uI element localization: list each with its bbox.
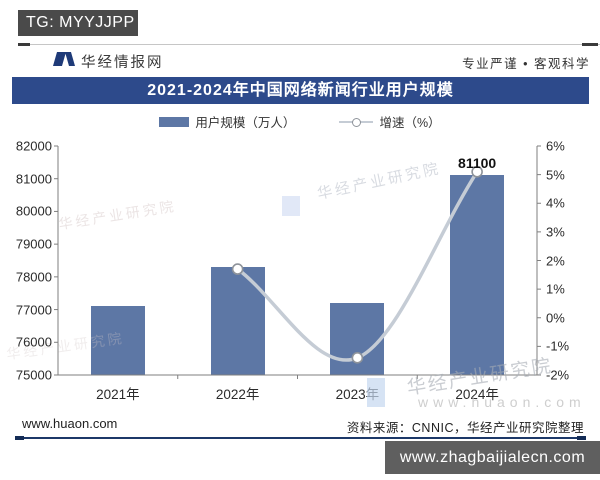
y-axis-label-left: 76000 xyxy=(15,334,52,350)
watermark-text: 华经产业研究院 xyxy=(57,197,178,233)
bar-2023年 xyxy=(330,303,385,375)
footer-divider xyxy=(15,436,586,440)
divider-tip xyxy=(577,436,586,440)
brand-name: 华经情报网 xyxy=(81,55,164,71)
bar-2021年 xyxy=(90,306,145,375)
tg-handle-overlay: TG: MYYJJPP xyxy=(18,10,138,36)
y-axis-label-right: 1% xyxy=(546,281,565,297)
footer-source-note: 资料来源：CNNIC，华经产业研究院整理 xyxy=(346,421,584,435)
divider-tip xyxy=(582,43,598,46)
legend-item-users: 用户规模（万人） xyxy=(159,112,295,131)
y-axis-label-left: 75000 xyxy=(15,367,52,383)
y-axis-label-left: 79000 xyxy=(15,236,52,252)
legend-item-growth: 增速（%） xyxy=(339,112,441,131)
watermark-url: www.huaon.com xyxy=(418,394,586,410)
bar-2022年 xyxy=(210,267,265,375)
legend-marker-icon xyxy=(352,117,362,127)
y-axis-label-right: -1% xyxy=(546,338,570,354)
legend-line-swatch xyxy=(339,117,374,127)
legend-label: 用户规模（万人） xyxy=(195,116,296,130)
bar-value-label: 81100 xyxy=(458,155,497,172)
x-axis-label: 2022年 xyxy=(215,387,260,402)
legend-label: 增速（%） xyxy=(379,116,441,130)
legend-bar-swatch xyxy=(159,116,190,127)
divider-tip xyxy=(15,436,24,440)
y-axis-label-left: 81000 xyxy=(15,171,52,187)
huaon-logo-icon xyxy=(52,52,76,66)
chart-title: 2021-2024年中国网络新闻行业用户规模 xyxy=(12,77,589,104)
x-axis-label: 2023年 xyxy=(335,387,380,402)
watermark-logo-square xyxy=(282,196,300,216)
footer-site-url: www.huaon.com xyxy=(22,416,118,431)
site-header: 华经情报网 专业严谨 • 客观科学 xyxy=(52,50,590,71)
y-axis-label-right: 6% xyxy=(546,138,565,154)
y-axis-label-left: 80000 xyxy=(15,203,52,219)
header-slogan: 专业严谨 • 客观科学 xyxy=(462,57,590,71)
bar-2024年 xyxy=(450,175,505,375)
divider-tip xyxy=(18,43,30,46)
y-axis-label-right: 0% xyxy=(546,310,565,326)
y-axis-label-right: 5% xyxy=(546,167,565,183)
bottom-url-overlay: www.zhagbaijialecn.com xyxy=(385,441,600,474)
watermark-text: 华经产业研究院 xyxy=(315,160,443,203)
y-axis-label-left: 78000 xyxy=(15,269,52,285)
y-axis-label-right: -2% xyxy=(546,367,570,383)
y-axis-label-right: 2% xyxy=(546,253,565,268)
y-axis-label-left: 82000 xyxy=(15,138,52,154)
y-axis-label-right: 4% xyxy=(546,195,565,211)
y-axis-label-left: 77000 xyxy=(15,302,52,318)
chart-legend: 用户规模（万人） 增速（%） xyxy=(0,112,600,131)
header-divider xyxy=(18,43,600,46)
y-axis-label-right: 3% xyxy=(546,224,565,240)
x-axis-label: 2021年 xyxy=(96,387,140,402)
x-axis-label: 2024年 xyxy=(455,387,499,402)
